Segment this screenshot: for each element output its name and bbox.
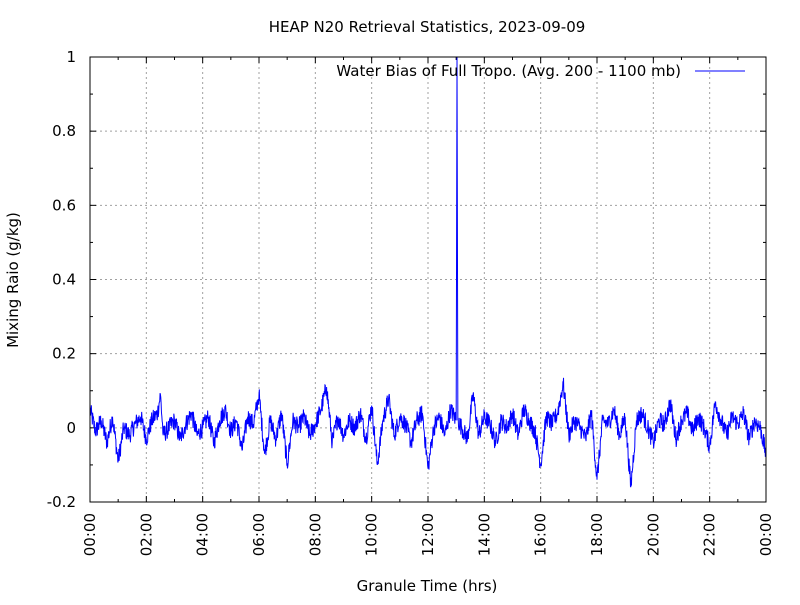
x-tick-label: 06:00	[250, 513, 268, 556]
x-tick-label: 14:00	[475, 513, 493, 556]
y-tick-label: 0.6	[52, 196, 76, 214]
x-tick-label: 04:00	[194, 513, 212, 556]
grid-lines	[90, 57, 766, 502]
legend: Water Bias of Full Tropo. (Avg. 200 - 11…	[336, 62, 745, 80]
x-axis-label: Granule Time (hrs)	[357, 577, 498, 595]
x-tick-label: 02:00	[137, 513, 155, 556]
series-line-water-bias	[89, 56, 767, 488]
y-tick-label: 0.2	[52, 345, 76, 363]
x-tick-labels: 00:00 02:00 04:00 06:00 08:00 10:00 12:00 14:00…	[81, 513, 775, 556]
y-tick-labels: -0.2 0 0.2 0.4 0.6 0.8 1	[47, 48, 76, 511]
x-tick-label: 00:00	[81, 513, 99, 556]
x-tick-label: 10:00	[363, 513, 381, 556]
y-tick-label: 0.8	[52, 122, 76, 140]
y-tick-label: -0.2	[47, 493, 76, 511]
y-axis-label: Mixing Raio (g/kg)	[4, 212, 22, 348]
chart-title: HEAP N20 Retrieval Statistics, 2023-09-0…	[269, 18, 586, 36]
y-tick-label: 0	[66, 419, 76, 437]
x-tick-label: 16:00	[532, 513, 550, 556]
x-tick-label: 18:00	[588, 513, 606, 556]
x-tick-label: 20:00	[644, 513, 662, 556]
y-tick-label: 0.4	[52, 271, 76, 289]
x-tick-label: 08:00	[306, 513, 324, 556]
legend-label: Water Bias of Full Tropo. (Avg. 200 - 11…	[336, 62, 681, 80]
plot-frame	[89, 56, 767, 503]
x-tick-label: 22:00	[701, 513, 719, 556]
x-tick-label: 00:00	[757, 513, 775, 556]
y-tick-label: 1	[66, 48, 76, 66]
x-tick-label: 12:00	[419, 513, 437, 556]
